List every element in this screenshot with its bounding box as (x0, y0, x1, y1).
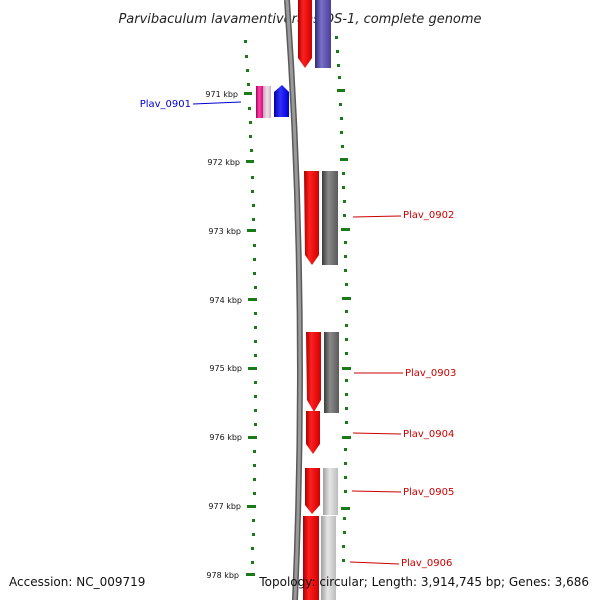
gene-feature-light-gray (321, 516, 336, 600)
gene-label-plav-0902[interactable]: Plav_0902 (403, 210, 454, 221)
topology-text: Topology: circular; Length: 3,914,745 bp… (258, 575, 589, 589)
gene-label-plav-0901[interactable]: Plav_0901 (140, 99, 191, 110)
tick-label: 973 kbp (208, 227, 241, 236)
tick-marks (244, 92, 257, 576)
backbone (285, 0, 302, 600)
gene-label-plav-0905[interactable]: Plav_0905 (403, 487, 454, 498)
inner-scale-dots (244, 40, 257, 564)
gene-feature-red (306, 332, 321, 412)
tick-label: 972 kbp (207, 158, 240, 167)
outer-scale-dots (335, 36, 351, 562)
gene-label-plav-0904[interactable]: Plav_0904 (403, 429, 454, 440)
gene-feature-magenta (256, 86, 263, 118)
gene-label-plav-0903[interactable]: Plav_0903 (405, 368, 456, 379)
tick-label: 976 kbp (209, 433, 242, 442)
gene-feature-red (298, 0, 312, 68)
gene-feature-pink (263, 86, 271, 118)
gene-feature-plav-0904[interactable] (306, 411, 320, 454)
tick-label: 977 kbp (208, 502, 241, 511)
gene-feature-plav-0902[interactable] (322, 171, 338, 265)
accession-text: Accession: NC_009719 (9, 575, 145, 589)
tick-label: 971 kbp (205, 90, 238, 99)
gene-feature-red (304, 171, 319, 265)
tick-labels: 971 kbp 972 kbp 973 kbp 974 kbp 975 kbp … (205, 90, 242, 580)
tick-label: 978 kbp (206, 571, 239, 580)
gene-feature-plav-0901[interactable] (274, 85, 289, 117)
gene-feature-red (305, 468, 320, 514)
gene-label-plav-0906[interactable]: Plav_0906 (401, 558, 452, 569)
gene-feature-plav-0903[interactable] (324, 332, 339, 413)
gene-feature-plav-0905[interactable] (323, 468, 338, 515)
tick-label: 975 kbp (209, 364, 242, 373)
leader-lines (192, 101, 403, 565)
gene-feature-purple (315, 0, 331, 68)
tick-label: 974 kbp (209, 296, 242, 305)
gene-feature-plav-0906[interactable] (303, 516, 319, 600)
